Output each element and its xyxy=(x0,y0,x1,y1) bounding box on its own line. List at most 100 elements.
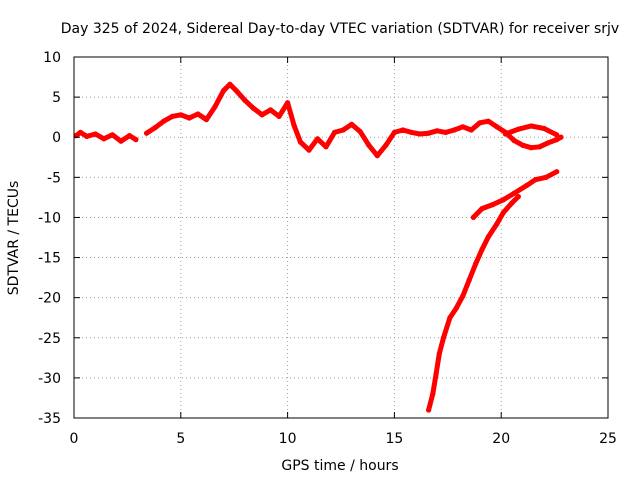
data-point xyxy=(152,125,158,131)
data-point xyxy=(502,131,509,137)
data-point xyxy=(133,137,139,143)
data-point xyxy=(340,127,346,133)
y-tick-label: -10 xyxy=(38,210,61,226)
y-tick-label: -25 xyxy=(38,331,61,347)
data-point xyxy=(212,104,218,110)
data-point xyxy=(436,351,442,357)
data-point xyxy=(494,221,500,227)
data-point xyxy=(178,112,184,118)
data-point xyxy=(126,133,133,139)
data-point xyxy=(473,261,479,267)
y-tick-label: -15 xyxy=(38,251,61,267)
data-point xyxy=(509,200,515,206)
data-point xyxy=(453,305,459,311)
data-point xyxy=(447,315,453,321)
data-point xyxy=(532,177,539,183)
data-point xyxy=(186,115,192,121)
data-point xyxy=(511,190,517,196)
data-point xyxy=(332,129,338,135)
data-point xyxy=(433,371,439,377)
data-point xyxy=(408,129,415,135)
data-point xyxy=(144,130,150,136)
data-point xyxy=(109,132,115,138)
y-tick-label: 5 xyxy=(52,90,61,106)
y-axis-label: SDTVAR / TECUs xyxy=(6,181,22,296)
y-tick-label: 0 xyxy=(52,130,61,146)
data-point xyxy=(545,140,551,146)
data-point xyxy=(554,132,560,138)
data-point xyxy=(490,202,496,208)
data-point xyxy=(511,137,517,143)
data-point xyxy=(118,138,124,144)
x-tick-label: 0 xyxy=(70,431,79,447)
data-point xyxy=(250,105,256,111)
y-tick-label: 10 xyxy=(43,50,61,66)
data-point xyxy=(434,128,440,134)
data-point xyxy=(323,144,329,150)
data-point xyxy=(374,153,380,159)
data-point xyxy=(195,111,201,117)
y-tick-label: -30 xyxy=(38,371,61,387)
data-point xyxy=(479,206,485,212)
data-point xyxy=(92,131,98,137)
data-point xyxy=(500,210,506,216)
data-point xyxy=(285,100,291,106)
data-point xyxy=(259,112,265,118)
data-point xyxy=(451,127,457,133)
x-tick-label: 5 xyxy=(176,431,185,447)
data-point xyxy=(203,117,209,123)
x-tick-label: 15 xyxy=(385,431,403,447)
data-point xyxy=(306,147,312,153)
x-tick-label: 10 xyxy=(279,431,297,447)
data-point xyxy=(460,293,466,299)
data-point xyxy=(520,142,526,148)
data-point xyxy=(485,118,491,124)
data-point xyxy=(383,142,389,148)
data-point xyxy=(477,120,483,126)
data-point xyxy=(470,214,476,220)
x-axis-label: GPS time / hours xyxy=(281,458,398,474)
data-point xyxy=(440,335,447,341)
data-point xyxy=(541,125,547,131)
data-point xyxy=(479,246,485,253)
data-point xyxy=(84,133,90,139)
data-point xyxy=(426,130,432,136)
data-point xyxy=(468,127,474,133)
data-point xyxy=(524,182,530,188)
data-point xyxy=(443,129,449,135)
data-point xyxy=(426,407,432,413)
grid xyxy=(74,57,608,418)
plot-frame xyxy=(73,56,609,419)
data-point xyxy=(267,107,274,113)
data-point xyxy=(77,129,83,135)
data-point xyxy=(554,169,560,175)
data-point xyxy=(161,118,167,124)
data-point xyxy=(528,123,534,129)
data-point xyxy=(297,139,303,145)
data-point xyxy=(515,126,521,132)
data-point xyxy=(227,81,233,87)
data-point xyxy=(554,137,560,143)
data-point xyxy=(276,113,282,119)
data-point xyxy=(543,174,549,180)
data-point xyxy=(220,88,227,94)
data-point xyxy=(430,391,436,397)
axis-ticks: 0 5 10 15 20 25 10 5 0 -5 -10 -15 -20 -25 -30 -35 xyxy=(38,50,617,447)
data-point xyxy=(314,136,321,142)
data-point xyxy=(466,277,472,283)
data-point xyxy=(349,121,355,127)
series-layer xyxy=(73,81,564,413)
x-tick-label: 25 xyxy=(599,431,617,447)
data-point xyxy=(558,134,564,140)
data-point xyxy=(485,234,491,240)
data-point xyxy=(391,129,397,135)
data-point xyxy=(494,124,500,130)
x-tick-label: 20 xyxy=(492,431,510,447)
y-tick-label: -5 xyxy=(47,170,61,186)
y-tick-label: -35 xyxy=(38,411,61,427)
data-point xyxy=(515,194,521,200)
chart-title: Day 325 of 2024, Sidereal Day-to-day VTE… xyxy=(61,21,619,37)
data-point xyxy=(417,131,423,137)
data-point xyxy=(460,124,466,130)
